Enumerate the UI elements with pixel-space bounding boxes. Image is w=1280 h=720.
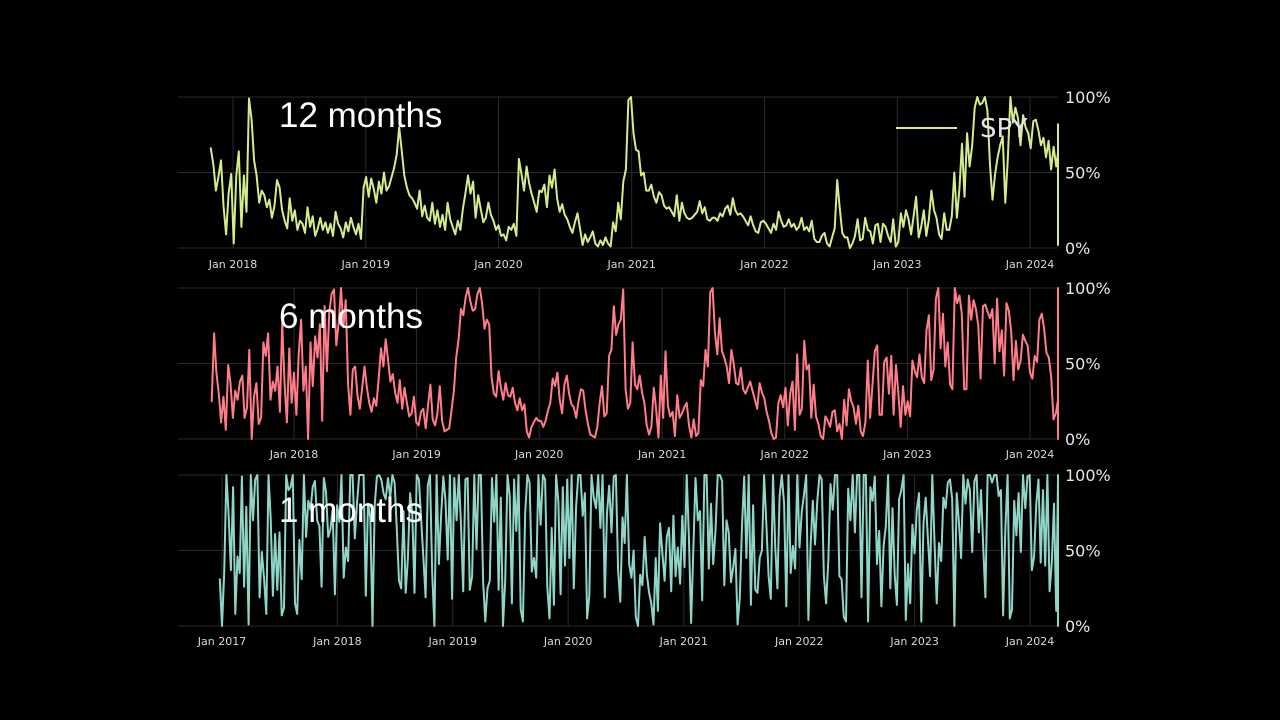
panel-12-months-series — [209, 96, 1059, 249]
panel-12-months-grid — [178, 96, 1058, 249]
legend-label: SPY — [980, 114, 1028, 144]
x-tick-label: Jan 2018 — [312, 635, 361, 648]
x-tick-label: Jan 2019 — [428, 635, 477, 648]
panel-1-months: Jan 2017 Jan 2018 Jan 2019 Jan 2020 Jan 2021… — [178, 466, 1111, 648]
series-line-spy — [209, 96, 1059, 249]
x-tick-label: Jan 2021 — [659, 635, 708, 648]
series-line-spy — [218, 474, 1059, 627]
panel-12-months-x-axis: Jan 2018 Jan 2019 Jan 2020 Jan 2021 Jan 2022… — [208, 258, 1054, 271]
y-tick-label: 0% — [1065, 617, 1090, 636]
y-tick-label: 0% — [1065, 430, 1090, 449]
x-tick-label: Jan 2017 — [197, 635, 246, 648]
x-tick-label: Jan 2021 — [606, 258, 655, 271]
x-tick-label: Jan 2020 — [543, 635, 592, 648]
panel-6-months-title: 6 months — [279, 297, 423, 336]
x-tick-label: Jan 2020 — [514, 448, 563, 461]
x-tick-label: Jan 2018 — [269, 448, 318, 461]
x-tick-label: Jan 2023 — [882, 448, 931, 461]
x-tick-label: Jan 2024 — [1005, 448, 1054, 461]
y-tick-label: 50% — [1065, 355, 1101, 374]
x-tick-label: Jan 2022 — [774, 635, 823, 648]
panel-6-months-y-axis: 0% 50% 100% — [1065, 279, 1111, 449]
panel-12-months: Jan 2018 Jan 2019 Jan 2020 Jan 2021 Jan 2022… — [178, 88, 1111, 271]
panel-12-months-title: 12 months — [279, 96, 442, 135]
panel-12-months-y-axis: 0% 50% 100% — [1065, 88, 1111, 258]
x-tick-label: Jan 2023 — [889, 635, 938, 648]
x-tick-label: Jan 2022 — [739, 258, 788, 271]
y-tick-label: 50% — [1065, 542, 1101, 561]
x-tick-label: Jan 2022 — [760, 448, 809, 461]
panel-1-months-title: 1 months — [279, 491, 423, 530]
panel-1-months-x-axis: Jan 2017 Jan 2018 Jan 2019 Jan 2020 Jan 2021… — [197, 635, 1054, 648]
legend: SPY — [896, 114, 1028, 144]
x-tick-label: Jan 2023 — [872, 258, 921, 271]
x-tick-label: Jan 2019 — [391, 448, 440, 461]
y-tick-label: 100% — [1065, 279, 1111, 298]
y-tick-label: 100% — [1065, 88, 1111, 107]
series-line-spy — [210, 287, 1059, 440]
x-tick-label: Jan 2024 — [1005, 258, 1054, 271]
panel-1-months-series — [218, 474, 1059, 627]
panel-6-months: Jan 2018 Jan 2019 Jan 2020 Jan 2021 Jan 2022… — [178, 279, 1111, 461]
panel-6-months-x-axis: Jan 2018 Jan 2019 Jan 2020 Jan 2021 Jan 2022… — [269, 448, 1054, 461]
x-tick-label: Jan 2024 — [1005, 635, 1054, 648]
panel-6-months-series — [210, 287, 1059, 440]
y-tick-label: 0% — [1065, 239, 1090, 258]
x-tick-label: Jan 2021 — [637, 448, 686, 461]
x-tick-label: Jan 2019 — [341, 258, 390, 271]
x-tick-label: Jan 2020 — [473, 258, 522, 271]
y-tick-label: 100% — [1065, 466, 1111, 485]
x-tick-label: Jan 2018 — [208, 258, 257, 271]
y-tick-label: 50% — [1065, 164, 1101, 183]
panel-1-months-y-axis: 0% 50% 100% — [1065, 466, 1111, 636]
